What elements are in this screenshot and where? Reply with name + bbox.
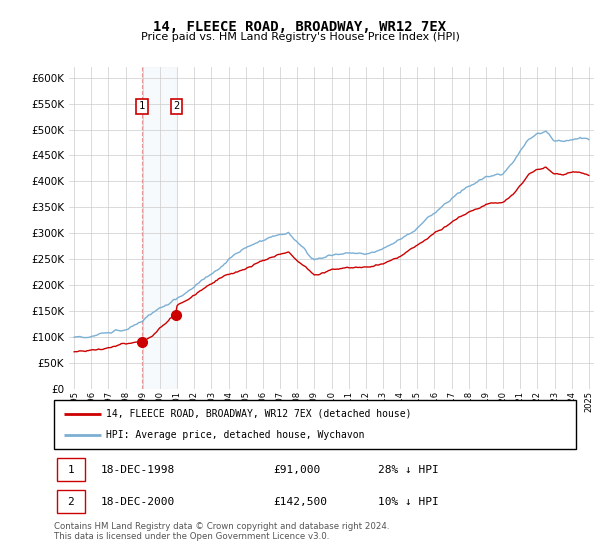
Bar [56, 491, 85, 514]
Text: 18-DEC-1998: 18-DEC-1998 [101, 465, 175, 475]
Text: 1: 1 [139, 101, 145, 111]
Text: 14, FLEECE ROAD, BROADWAY, WR12 7EX: 14, FLEECE ROAD, BROADWAY, WR12 7EX [154, 20, 446, 34]
Text: 18-DEC-2000: 18-DEC-2000 [101, 497, 175, 507]
Text: 14, FLEECE ROAD, BROADWAY, WR12 7EX (detached house): 14, FLEECE ROAD, BROADWAY, WR12 7EX (det… [106, 409, 412, 419]
Text: 1: 1 [68, 465, 74, 475]
Bar [142, 67, 176, 389]
Text: Contains HM Land Registry data © Crown copyright and database right 2024.
This d: Contains HM Land Registry data © Crown c… [54, 522, 389, 542]
Text: £91,000: £91,000 [273, 465, 320, 475]
Text: 2: 2 [68, 497, 74, 507]
Text: 10% ↓ HPI: 10% ↓ HPI [377, 497, 439, 507]
Text: £142,500: £142,500 [273, 497, 327, 507]
Bar [56, 458, 85, 481]
Text: HPI: Average price, detached house, Wychavon: HPI: Average price, detached house, Wych… [106, 430, 365, 440]
Text: 2: 2 [173, 101, 179, 111]
Text: 28% ↓ HPI: 28% ↓ HPI [377, 465, 439, 475]
Text: Price paid vs. HM Land Registry's House Price Index (HPI): Price paid vs. HM Land Registry's House … [140, 32, 460, 42]
